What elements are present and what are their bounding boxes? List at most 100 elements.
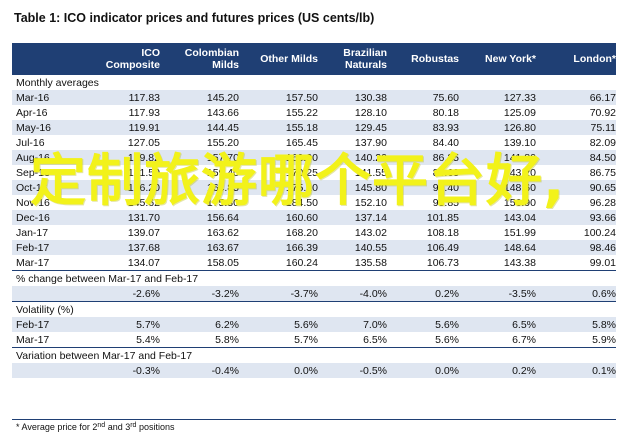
table-cell: 160.60 bbox=[285, 211, 318, 224]
table-cell: 165.45 bbox=[285, 136, 318, 149]
table-cell: 140.20 bbox=[354, 151, 387, 164]
table-cell: 70.92 bbox=[589, 106, 616, 119]
table-cell: 5.9% bbox=[592, 333, 616, 346]
row-label: Apr-16 bbox=[16, 106, 48, 119]
table-row: Sep-16 131.50 159.40 170.25 141.55 88.60 143.2… bbox=[12, 165, 616, 180]
table-cell: 143.66 bbox=[206, 106, 239, 119]
price-table: ICO Composite Colombian Milds Other Milds B… bbox=[12, 43, 616, 378]
footnote-sup-rd: rd bbox=[130, 422, 137, 429]
table-cell: 168.90 bbox=[285, 151, 318, 164]
row-label: Feb-17 bbox=[16, 318, 50, 331]
table-cell: 148.60 bbox=[503, 181, 536, 194]
table-cell: 80.18 bbox=[432, 106, 459, 119]
table-cell: 93.66 bbox=[589, 211, 616, 224]
table-cell: 100.24 bbox=[583, 226, 616, 239]
table-cell: 160.24 bbox=[285, 256, 318, 269]
table-cell: 7.0% bbox=[363, 318, 387, 331]
table-cell: 140.55 bbox=[354, 241, 387, 254]
table-cell: 127.33 bbox=[503, 91, 536, 104]
table-row: Oct-16 136.20 164.85 175.10 145.80 92.40 148.6… bbox=[12, 180, 616, 195]
table-row: Nov-16 145.62 175.30 184.50 152.10 98.85 156.9… bbox=[12, 195, 616, 210]
table-cell: 145.20 bbox=[206, 91, 239, 104]
table-cell: 131.50 bbox=[127, 166, 160, 179]
table-cell: 88.60 bbox=[432, 166, 459, 179]
column-header: Colombian Milds bbox=[184, 47, 239, 71]
table-cell: 152.10 bbox=[354, 196, 387, 209]
column-header: Brazilian Naturals bbox=[343, 47, 387, 71]
table-cell: 126.80 bbox=[503, 121, 536, 134]
table-row: Mar-17 134.07 158.05 160.24 135.58 106.73 143.… bbox=[12, 255, 616, 270]
table-row: May-16 119.91 144.45 155.18 129.45 83.93 126.8… bbox=[12, 120, 616, 135]
header-blank-cell bbox=[12, 43, 100, 75]
table-cell: 158.05 bbox=[206, 256, 239, 269]
table-cell: 5.4% bbox=[136, 333, 160, 346]
table-cell: 5.6% bbox=[435, 318, 459, 331]
table-row: Dec-16 131.70 156.64 160.60 137.14 101.85 143.… bbox=[12, 210, 616, 225]
table-cell: 156.64 bbox=[206, 211, 239, 224]
table-cell: 0.6% bbox=[592, 287, 616, 300]
table-row: Aug-16 129.82 157.70 168.90 140.20 86.25 141.8… bbox=[12, 150, 616, 165]
column-header: ICO Composite bbox=[105, 47, 160, 71]
row-label: Jan-17 bbox=[16, 226, 49, 239]
table-cell: 0.2% bbox=[435, 287, 459, 300]
row-label: Mar-17 bbox=[16, 333, 50, 346]
table-cell: -2.6% bbox=[132, 287, 160, 300]
table-row: -2.6% -3.2% -3.7% -4.0% 0.2% -3.5% 0.6% bbox=[12, 286, 616, 301]
table-cell: 99.01 bbox=[589, 256, 616, 269]
row-label: Oct-16 bbox=[16, 181, 48, 194]
table-cell: 108.18 bbox=[426, 226, 459, 239]
table-cell: 175.10 bbox=[285, 181, 318, 194]
table-cell: 5.6% bbox=[294, 318, 318, 331]
column-header: Robustas bbox=[411, 53, 459, 65]
table-cell: 98.85 bbox=[432, 196, 459, 209]
table-cell: 128.10 bbox=[354, 106, 387, 119]
column-header: London* bbox=[573, 53, 616, 65]
footnote-sup-nd: nd bbox=[97, 422, 106, 429]
table-cell: 0.0% bbox=[435, 364, 459, 377]
table-row: Jan-17 139.07 163.62 168.20 143.02 108.18 151.… bbox=[12, 225, 616, 240]
table-row: Mar-17 5.4% 5.8% 5.7% 6.5% 5.6% 6.7% 5.9% bbox=[12, 332, 616, 347]
table-cell: 75.11 bbox=[590, 121, 617, 134]
table-cell: 141.55 bbox=[354, 166, 387, 179]
table-cell: 151.99 bbox=[503, 226, 536, 239]
section-label: % change between Mar-17 and Feb-17 bbox=[12, 270, 616, 286]
table-cell: 145.80 bbox=[354, 181, 387, 194]
section-label: Volatility (%) bbox=[12, 301, 616, 317]
table-cell: 92.40 bbox=[432, 181, 459, 194]
table-cell: 66.17 bbox=[589, 91, 616, 104]
table-cell: 134.07 bbox=[127, 256, 160, 269]
table-cell: 184.50 bbox=[285, 196, 318, 209]
row-label: Mar-16 bbox=[16, 91, 50, 104]
table-cell: 143.20 bbox=[503, 166, 536, 179]
table-cell: 125.09 bbox=[503, 106, 536, 119]
row-label: Sep-16 bbox=[16, 166, 50, 179]
table-header: ICO Composite Colombian Milds Other Milds B… bbox=[12, 43, 616, 75]
table-cell: 135.58 bbox=[354, 256, 387, 269]
table-cell: 163.67 bbox=[206, 241, 239, 254]
footnote-text-pre: * Average price for 2 bbox=[16, 422, 98, 432]
table-row: Apr-16 117.93 143.66 155.22 128.10 80.18 125.0… bbox=[12, 105, 616, 120]
table-row: Mar-16 117.83 145.20 157.50 130.38 75.60 127.3… bbox=[12, 90, 616, 105]
table-row: -0.3% -0.4% 0.0% -0.5% 0.0% 0.2% 0.1% bbox=[12, 363, 616, 378]
table-cell: 139.10 bbox=[503, 136, 536, 149]
table-row: Feb-17 5.7% 6.2% 5.6% 7.0% 5.6% 6.5% 5.8% bbox=[12, 317, 616, 332]
table-cell: 159.40 bbox=[206, 166, 239, 179]
table-cell: 141.80 bbox=[503, 151, 536, 164]
table-cell: 0.2% bbox=[512, 364, 536, 377]
table-cell: -3.7% bbox=[290, 287, 318, 300]
table-cell: 6.2% bbox=[215, 318, 239, 331]
table-cell: 84.50 bbox=[589, 151, 616, 164]
table-cell: 155.18 bbox=[285, 121, 318, 134]
table-cell: 143.38 bbox=[503, 256, 536, 269]
table-cell: 145.62 bbox=[127, 196, 160, 209]
table-cell: 143.02 bbox=[354, 226, 387, 239]
table-cell: 170.25 bbox=[285, 166, 318, 179]
table-cell: -0.5% bbox=[359, 364, 387, 377]
row-label: Dec-16 bbox=[16, 211, 50, 224]
table-cell: -3.2% bbox=[211, 287, 239, 300]
row-label: Feb-17 bbox=[16, 241, 50, 254]
table-cell: 168.20 bbox=[285, 226, 318, 239]
table-cell: 5.7% bbox=[136, 318, 160, 331]
table-cell: 98.46 bbox=[589, 241, 616, 254]
table-body: Monthly averages Mar-16 117.83 145.20 157.50… bbox=[12, 75, 616, 378]
